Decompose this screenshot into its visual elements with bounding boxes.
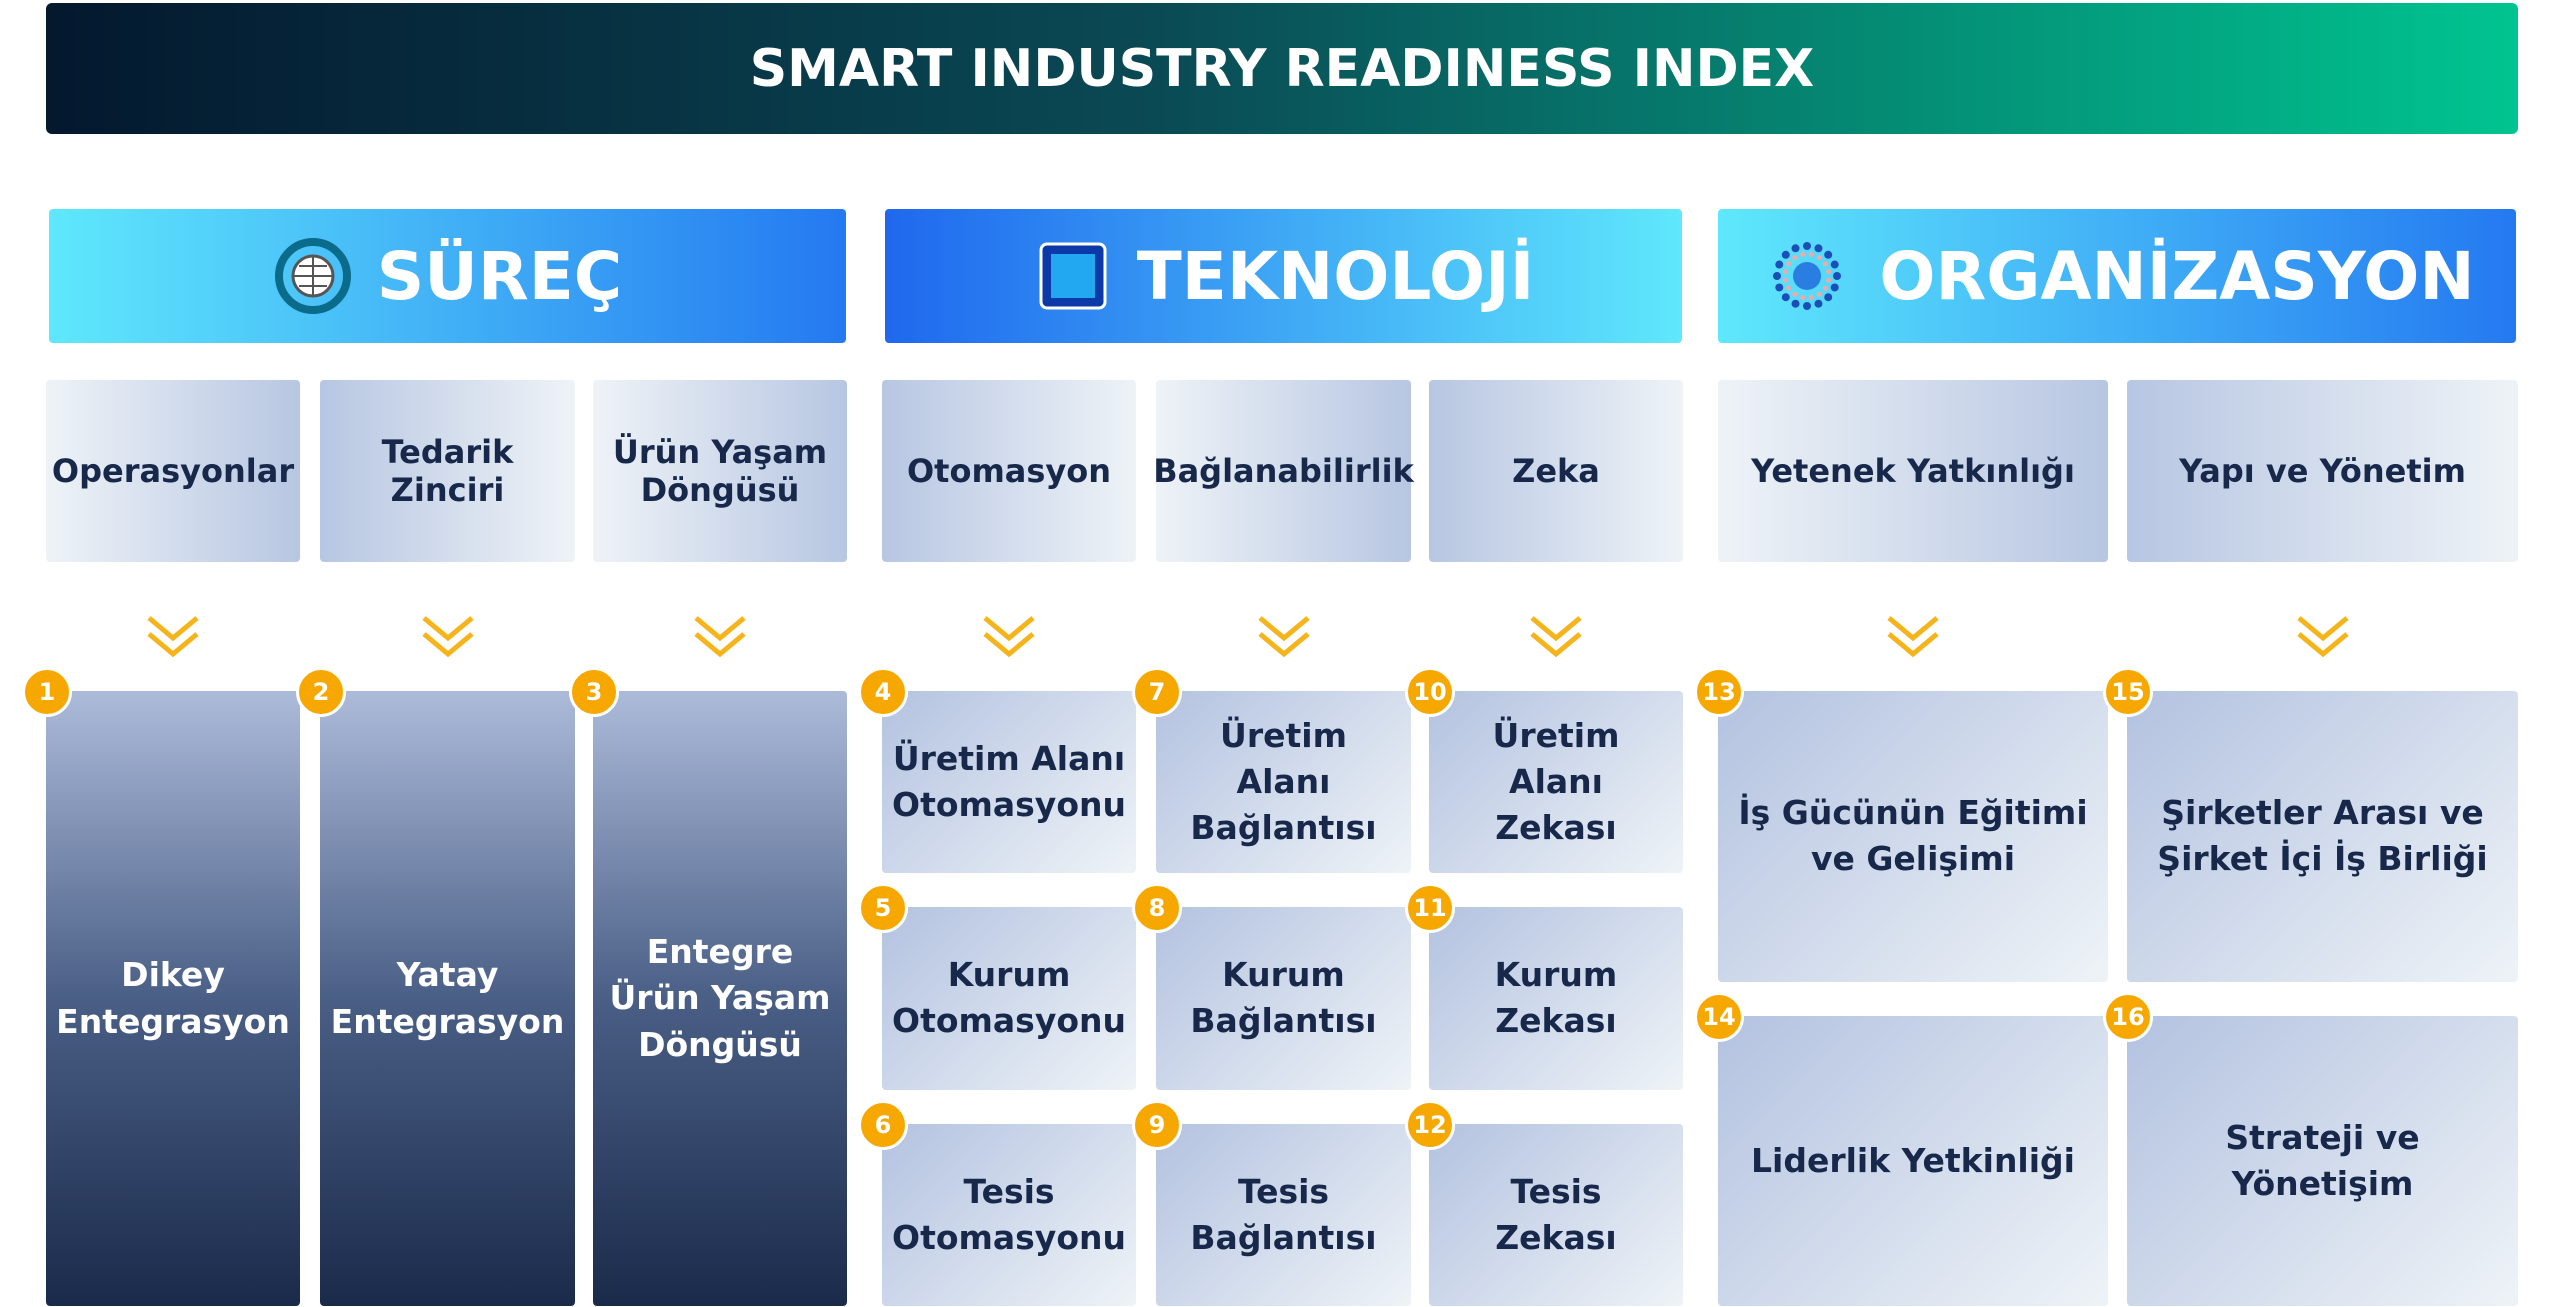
number-badge: 6 [858,1099,908,1150]
dimension: Bağlanabilirlik [1153,380,1414,562]
number-badge: 4 [858,667,908,717]
pillar-header: SÜREÇ [49,209,846,343]
chevron [2293,612,2353,662]
pillar-header: ORGANİZASYON [1718,209,2516,343]
dimension: Zeka [1429,380,1683,562]
capability: Kurum Zekası [1429,907,1683,1090]
pillar-name: ORGANİZASYON [1879,237,2475,315]
capability: Yatay Entegrasyon [320,691,575,1306]
number-badge: 2 [296,667,346,717]
chevron [1254,612,1314,662]
chevron [1526,612,1586,662]
capability: Üretim Alanı Bağlantısı [1156,691,1411,874]
pillar-name: TEKNOLOJİ [1136,237,1535,315]
number-badge: 13 [1694,667,1744,717]
capability: Strateji ve Yönetişim [2127,1015,2518,1306]
chevron [979,612,1039,662]
number-badge: 11 [1405,883,1455,934]
title-bar: SMART INDUSTRY READINESS INDEX [46,3,2518,134]
dimension: Yetenek Yatkınlığı [1718,380,2108,562]
capability: Dikey Entegrasyon [46,691,300,1306]
number-badge: 9 [1132,1099,1182,1150]
capability: Üretim Alanı Otomasyonu [882,691,1136,874]
capability: Kurum Otomasyonu [882,907,1136,1090]
capability: İş Gücünün Eğitimi ve Gelişimi [1718,691,2108,982]
number-badge: 14 [1694,991,1744,1042]
number-badge: 5 [858,883,908,934]
dimension: Yapı ve Yönetim [2127,380,2518,562]
capability: Kurum Bağlantısı [1156,907,1411,1090]
capability: Entegre Ürün Yaşam Döngüsü [593,691,847,1306]
dimension: Operasyonlar [46,380,300,562]
number-badge: 3 [569,667,619,717]
chevron [1883,612,1943,662]
number-badge: 1 [22,667,72,717]
dimension: Ürün Yaşam Döngüsü [593,380,847,562]
number-badge: 16 [2103,991,2153,1042]
pillar-name: SÜREÇ [376,237,623,315]
capability: Şirketler Arası ve Şirket İçi İş Birliği [2127,691,2518,982]
number-badge: 10 [1405,667,1455,717]
number-badge: 7 [1132,667,1182,717]
dimension: Otomasyon [882,380,1136,562]
capability: Tesis Zekası [1429,1123,1683,1306]
number-badge: 12 [1405,1099,1455,1150]
capability: Liderlik Yetkinliği [1718,1015,2108,1306]
capability: Tesis Bağlantısı [1156,1123,1411,1306]
chevron [143,612,203,662]
capability: Tesis Otomasyonu [882,1123,1136,1306]
capability: Üretim Alanı Zekası [1429,691,1683,874]
chevron [690,612,750,662]
dimension: Tedarik Zinciri [320,380,575,562]
pillar-header: TEKNOLOJİ [885,209,1682,343]
number-badge: 15 [2103,667,2153,717]
number-badge: 8 [1132,883,1182,934]
chevron [418,612,478,662]
